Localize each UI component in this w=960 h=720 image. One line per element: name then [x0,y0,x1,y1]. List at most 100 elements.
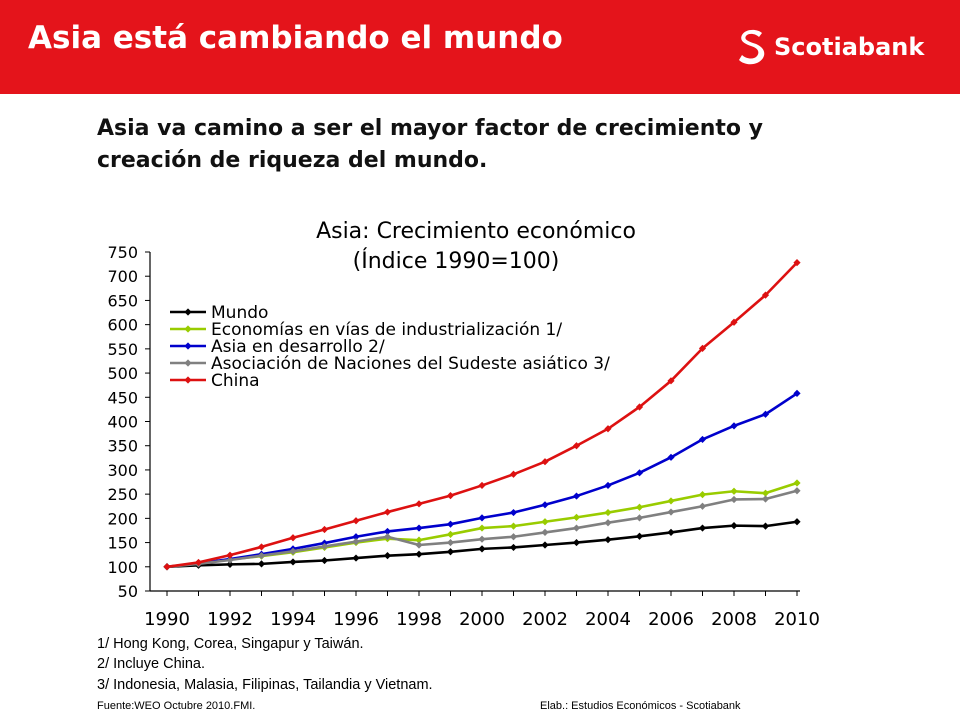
data-point [730,487,738,495]
data-point [793,479,801,487]
data-point [194,558,203,567]
data-point [446,520,455,528]
y-tick-label: 50 [118,582,138,601]
y-tick-label: 200 [107,509,138,528]
data-point [541,458,549,466]
data-point [226,560,234,568]
data-point [478,481,486,490]
legend-entry: Mundo [170,303,268,323]
y-tick-label: 550 [107,340,138,359]
scotiabank-s-icon [739,29,765,65]
data-point [635,532,644,540]
x-tick-label: 2000 [459,609,505,630]
y-tick-label: 700 [107,267,138,286]
y-tick-label: 300 [107,461,138,480]
data-point [635,403,644,411]
data-point [478,545,486,553]
x-tick-label: 1996 [333,609,379,630]
x-tick-label: 2006 [648,609,694,630]
legend-entry: China [170,371,260,391]
data-point [415,536,423,544]
data-point [257,560,266,568]
legend-label: Asia en desarrollo 2/ [211,337,385,357]
data-point [761,489,770,497]
data-point [320,525,329,534]
data-point [226,551,234,559]
legend-marker [184,359,192,367]
legend-label: Economías en vías de industrialización 1… [211,320,562,340]
legend-marker [184,342,192,350]
data-point [572,442,581,450]
data-point [572,538,581,547]
data-point [478,514,486,522]
data-point [509,533,518,541]
data-point [352,533,360,541]
x-tick-label: 1992 [207,609,253,630]
x-tick-label: 2008 [711,609,757,630]
y-tick-label: 650 [107,291,138,310]
data-point [352,538,360,546]
data-point [761,495,770,503]
y-tick-label: 400 [107,413,138,432]
slide-subtitle: Asia va camino a ser el mayor factor de … [97,113,857,177]
data-point [383,527,392,536]
data-point [761,522,770,530]
y-tick-label: 250 [107,485,138,504]
y-tick-label: 350 [107,437,138,456]
data-point [289,547,297,555]
data-point [635,514,644,522]
data-point [320,542,329,551]
data-point [289,534,297,542]
data-point [793,389,801,398]
data-point [226,556,234,564]
growth-line-chart: Asia: Crecimiento económico (Índice 1990… [107,219,820,630]
data-point [446,530,455,538]
data-point [667,497,675,505]
data-point [383,533,392,541]
data-point [509,508,518,517]
brand-name: Scotiabank [774,33,925,61]
data-point [635,469,644,477]
data-point [415,500,423,508]
data-point [352,517,360,525]
legend-label: Mundo [211,303,268,323]
legend-entry: Asia en desarrollo 2/ [170,337,385,357]
data-point [383,552,392,560]
data-point [352,554,360,562]
legend-entry: Economías en vías de industrialización 1… [170,320,562,340]
data-point [604,508,612,517]
subtitle-line-2: creación de riqueza del mundo. [97,148,488,173]
data-point [257,543,266,551]
y-tick-label: 150 [107,534,138,553]
data-point [635,503,644,511]
header-banner: Asia está cambiando el mundo Scotiabank [0,0,960,94]
x-tick-label: 1990 [144,609,190,630]
footnote-1: 1/ Hong Kong, Corea, Singapur y Taiwán. [97,636,364,652]
footnote-2: 2/ Incluye China. [97,656,206,672]
data-point [572,492,581,500]
data-point [478,535,486,543]
data-point [415,550,423,558]
data-point [730,422,738,430]
footnote-3: 3/ Indonesia, Malasia, Filipinas, Tailan… [97,677,433,693]
data-point [163,563,171,571]
chart-title: Asia: Crecimiento económico [316,219,636,244]
data-point [698,502,707,510]
x-tick-label: 2010 [774,609,820,630]
brand-logo: Scotiabank [736,26,924,68]
data-point [541,501,549,509]
legend-marker [184,325,192,333]
x-tick-label: 1994 [270,609,316,630]
y-tick-label: 750 [107,243,138,262]
data-point [793,487,801,495]
y-tick-label: 100 [107,558,138,577]
series-4 [163,259,801,571]
data-point [730,318,738,326]
y-tick-label: 600 [107,316,138,335]
data-point [541,541,549,549]
data-point [415,541,423,549]
page-title: Asia está cambiando el mundo [28,20,563,56]
legend-marker [184,308,192,316]
data-point [667,453,675,461]
legend-marker [184,376,192,384]
